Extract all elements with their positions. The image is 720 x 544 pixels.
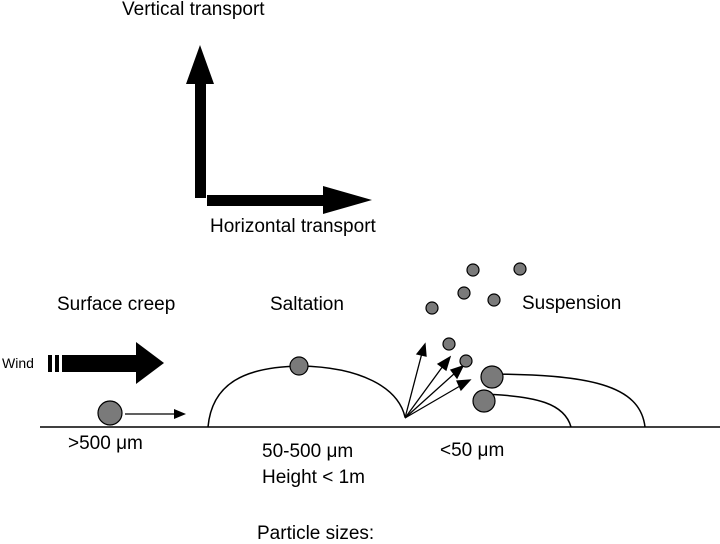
surface-creep-label: Surface creep (57, 294, 176, 315)
splash-arrows (404, 342, 472, 419)
vertical-arrow (186, 45, 214, 198)
saltation-trajectory (207, 365, 406, 428)
saltation-label: Saltation (270, 294, 344, 315)
saltation-size-label: 50-500 μm (262, 441, 354, 462)
creep-arrow (125, 409, 186, 419)
suspension-trajectory-1 (483, 373, 646, 428)
suspension-trajectory-2 (475, 393, 572, 428)
particle-sizes-caption: Particle sizes: (257, 523, 375, 544)
creep-size-label: >500 μm (68, 433, 143, 454)
wind-label: Wind (2, 355, 34, 371)
suspended-particles (425, 262, 527, 413)
suspension-size-label: <50 μm (440, 440, 505, 461)
horizontal-transport-label: Horizontal transport (210, 216, 376, 237)
suspension-label: Suspension (522, 293, 622, 314)
saltation-height-label: Height < 1m (262, 467, 365, 488)
wind-arrow (48, 342, 164, 384)
horizontal-arrow (207, 186, 372, 214)
creep-particle (97, 400, 123, 426)
vertical-transport-label: Vertical transport (122, 0, 265, 20)
saltation-particle (289, 356, 309, 376)
